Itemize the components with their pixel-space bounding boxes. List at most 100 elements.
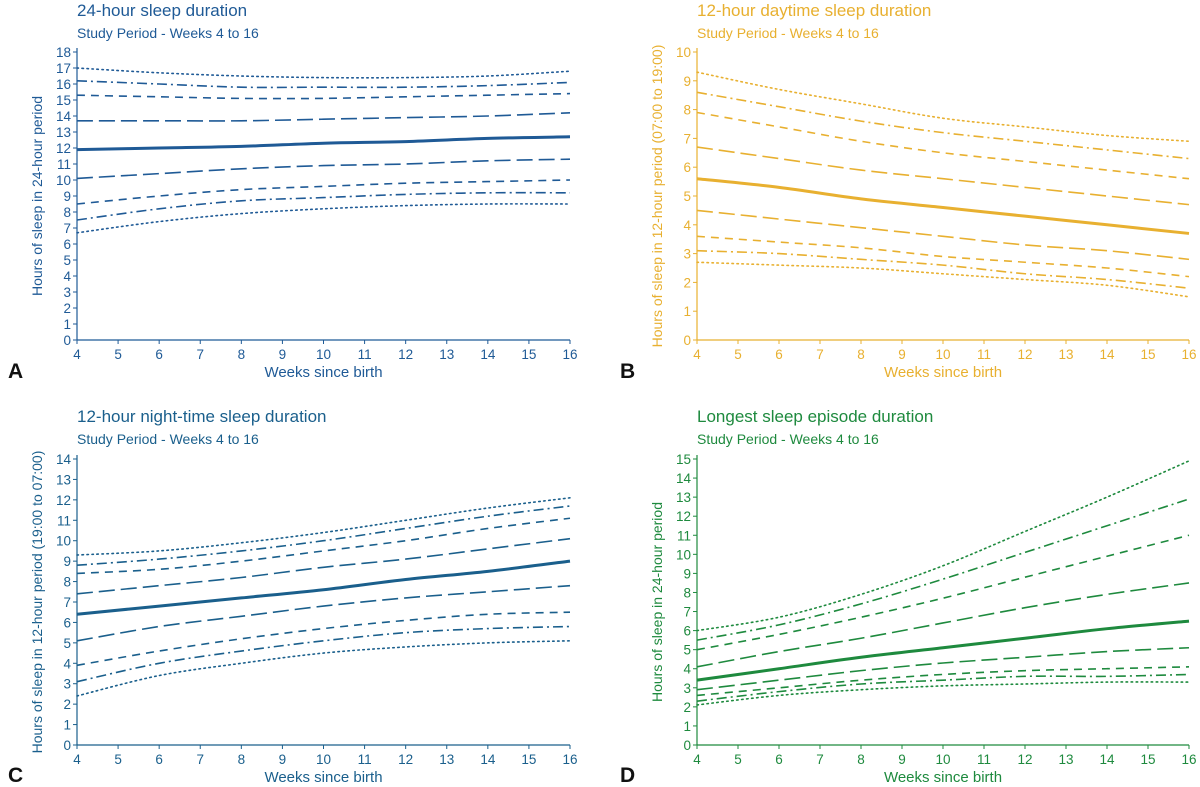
series-line-p10: [696, 249, 1190, 289]
y-tick-label: 8: [683, 103, 691, 118]
series-line-median: [76, 559, 571, 616]
x-tick-label: 11: [977, 752, 991, 767]
x-tick-label: 6: [775, 347, 783, 362]
y-tick-label: 0: [683, 738, 691, 753]
series-line-median: [696, 177, 1190, 235]
x-tick-label: 4: [73, 752, 81, 767]
series-line-p90: [76, 505, 571, 567]
x-axis-label: Weeks since birth: [264, 364, 382, 381]
y-tick-label: 12: [56, 493, 71, 508]
x-tick-label: 5: [114, 347, 122, 362]
series-line-p3: [696, 681, 1190, 706]
y-tick-label: 9: [63, 554, 71, 569]
series-line-p25: [696, 235, 1190, 278]
y-tick-label: 16: [56, 77, 71, 92]
y-tick-label: 2: [683, 275, 691, 290]
x-tick-label: 8: [857, 347, 865, 362]
x-tick-label: 7: [816, 347, 824, 362]
x-tick-label: 9: [898, 752, 906, 767]
y-tick-label: 0: [63, 333, 71, 348]
x-tick-label: 12: [1017, 752, 1032, 767]
x-tick-label: 12: [398, 752, 413, 767]
x-tick-label: 10: [935, 752, 950, 767]
y-axis-label: Hours of sleep in 12-hour period (19:00 …: [29, 451, 45, 754]
panel-letter: D: [620, 764, 635, 787]
y-tick-label: 13: [56, 125, 71, 140]
series-line-p50-lower: [696, 646, 1190, 691]
y-tick-label: 5: [63, 636, 71, 651]
series-line-p50-upper: [696, 146, 1190, 206]
y-tick-label: 3: [683, 681, 691, 696]
series-line-p10: [76, 625, 571, 683]
x-tick-label: 16: [562, 752, 577, 767]
series-line-median: [76, 135, 571, 152]
series-line-p50-upper: [76, 112, 571, 122]
panel-letter: A: [8, 360, 23, 383]
x-tick-label: 9: [279, 347, 287, 362]
y-tick-label: 7: [683, 131, 691, 146]
x-tick-label: 16: [1181, 347, 1196, 362]
y-tick-label: 9: [683, 566, 691, 581]
y-tick-label: 3: [63, 285, 71, 300]
x-tick-label: 13: [1058, 347, 1073, 362]
chart-panel-b: 12-hour daytime sleep duration Study Peri…: [620, 1, 1197, 383]
y-tick-label: 6: [683, 624, 691, 639]
series-line-p75: [76, 517, 571, 575]
y-tick-label: 13: [56, 472, 71, 487]
y-tick-label: 4: [63, 269, 71, 284]
y-tick-label: 11: [677, 528, 691, 543]
series-line-p97: [696, 460, 1190, 632]
x-tick-label: 7: [816, 752, 824, 767]
x-tick-label: 4: [73, 347, 81, 362]
chart-subtitle: Study Period - Weeks 4 to 16: [697, 431, 879, 447]
series-line-p3: [696, 261, 1190, 298]
x-tick-label: 16: [1181, 752, 1196, 767]
x-tick-label: 6: [155, 347, 163, 362]
chart-subtitle: Study Period - Weeks 4 to 16: [77, 431, 259, 447]
x-tick-label: 4: [693, 347, 701, 362]
series-line-p10: [696, 673, 1190, 702]
series-line-median: [696, 619, 1190, 682]
y-tick-label: 14: [56, 452, 72, 467]
y-tick-label: 5: [683, 643, 691, 658]
chart-title: Longest sleep episode duration: [697, 407, 933, 426]
x-tick-label: 10: [316, 752, 331, 767]
x-tick-label: 10: [935, 347, 950, 362]
x-tick-label: 13: [1058, 752, 1073, 767]
y-tick-label: 9: [683, 74, 691, 89]
series-line-p75: [696, 534, 1190, 651]
x-tick-label: 7: [196, 347, 204, 362]
x-tick-label: 5: [734, 347, 742, 362]
series-line-p50-upper: [696, 582, 1190, 668]
x-tick-label: 13: [439, 752, 454, 767]
x-tick-label: 16: [562, 347, 577, 362]
y-tick-label: 3: [683, 247, 691, 262]
y-tick-label: 5: [63, 253, 71, 268]
y-tick-label: 1: [63, 718, 71, 733]
x-tick-label: 14: [480, 347, 496, 362]
y-tick-label: 12: [56, 141, 71, 156]
series-line-p90: [696, 498, 1190, 641]
y-tick-label: 7: [63, 595, 71, 610]
chart-panel-d: Longest sleep episode duration Study Peri…: [620, 407, 1197, 787]
x-tick-label: 15: [521, 347, 536, 362]
y-tick-label: 7: [63, 221, 71, 236]
y-tick-label: 14: [676, 471, 692, 486]
y-tick-label: 10: [56, 173, 71, 188]
y-axis-label: Hours of sleep in 24-hour period: [649, 502, 665, 702]
series-line-p75: [696, 111, 1190, 180]
x-axis-label: Weeks since birth: [884, 769, 1002, 786]
x-tick-label: 8: [238, 347, 246, 362]
y-tick-label: 6: [683, 160, 691, 175]
x-tick-label: 5: [734, 752, 742, 767]
y-tick-label: 8: [63, 575, 71, 590]
y-axis-label: Hours of sleep in 24-hour period: [29, 96, 45, 296]
chart-panel-a: 24-hour sleep duration Study Period - Wee…: [8, 1, 578, 383]
y-tick-label: 17: [56, 61, 71, 76]
y-tick-label: 15: [676, 452, 691, 467]
x-tick-label: 7: [196, 752, 204, 767]
series-line-p3: [76, 640, 571, 697]
y-tick-label: 14: [56, 109, 72, 124]
x-axis-label: Weeks since birth: [884, 364, 1002, 381]
x-tick-label: 6: [775, 752, 783, 767]
